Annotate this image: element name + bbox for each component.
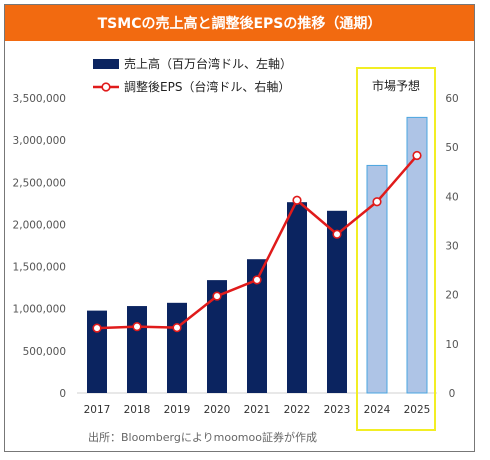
revenue-bar: [327, 210, 347, 393]
right-axis-tick-label: 60: [445, 93, 458, 105]
forecast-revenue-bar: [406, 116, 428, 394]
right-axis-tick-label: 40: [445, 191, 458, 203]
x-axis-tick-label: 2018: [124, 404, 151, 416]
right-axis-tick-label: 50: [445, 142, 458, 154]
revenue-bar: [247, 259, 267, 393]
x-axis-tick-label: 2023: [324, 404, 351, 416]
right-axis-tick-label: 20: [445, 290, 458, 302]
left-axis-tick-label: 500,000: [23, 346, 66, 358]
forecast-revenue-bar: [366, 164, 388, 394]
left-axis-tick-label: 3,500,000: [13, 93, 66, 105]
revenue-bar: [127, 306, 147, 393]
revenue-bar: [167, 302, 187, 393]
x-axis-tick-label: 2020: [204, 404, 231, 416]
revenue-bar: [87, 310, 107, 393]
right-axis-tick-label: 0: [449, 388, 456, 400]
eps-point: [172, 323, 182, 333]
legend-revenue-label: 売上高（百万台湾ドル、左軸）: [124, 56, 292, 71]
x-axis-tick-label: 2024: [364, 404, 391, 416]
eps-point: [252, 275, 262, 285]
forecast-highlight-box: [356, 67, 436, 431]
revenue-bar: [207, 280, 227, 393]
left-axis-tick-label: 3,000,000: [13, 135, 66, 147]
left-axis-tick-label: 2,500,000: [13, 177, 66, 189]
right-axis-tick-label: 30: [445, 241, 458, 253]
eps-point: [132, 322, 142, 332]
right-axis-tick-label: 10: [445, 339, 458, 351]
legend-eps-label: 調整後EPS（台湾ドル、右軸）: [124, 79, 290, 94]
left-axis-tick-label: 2,000,000: [13, 219, 66, 231]
chart-frame: TSMCの売上高と調整後EPSの推移（通期）: [4, 4, 475, 452]
eps-point: [372, 197, 382, 207]
eps-point: [412, 150, 422, 161]
eps-point: [92, 323, 102, 333]
x-axis-tick-label: 2017: [84, 404, 111, 416]
eps-point: [332, 229, 342, 239]
x-axis-tick-label: 2019: [164, 404, 191, 416]
left-axis-tick-label: 1,500,000: [13, 262, 66, 274]
x-axis-tick-label: 2025: [404, 404, 431, 416]
left-axis-tick-label: 0: [59, 388, 66, 400]
left-axis-tick-label: 1,000,000: [13, 304, 66, 316]
legend-revenue-swatch: [93, 59, 119, 69]
x-axis-tick-label: 2021: [244, 404, 271, 416]
eps-point: [212, 291, 222, 301]
source-note: 出所：Bloombergによりmoomoo証券が作成: [88, 430, 317, 444]
revenue-bar: [287, 202, 307, 393]
legend-eps-marker: [101, 82, 111, 92]
chart-title: TSMCの売上高と調整後EPSの推移（通期）: [5, 5, 474, 41]
forecast-label: 市場予想: [372, 78, 420, 93]
x-axis-tick-label: 2022: [284, 404, 311, 416]
eps-point: [292, 195, 302, 205]
